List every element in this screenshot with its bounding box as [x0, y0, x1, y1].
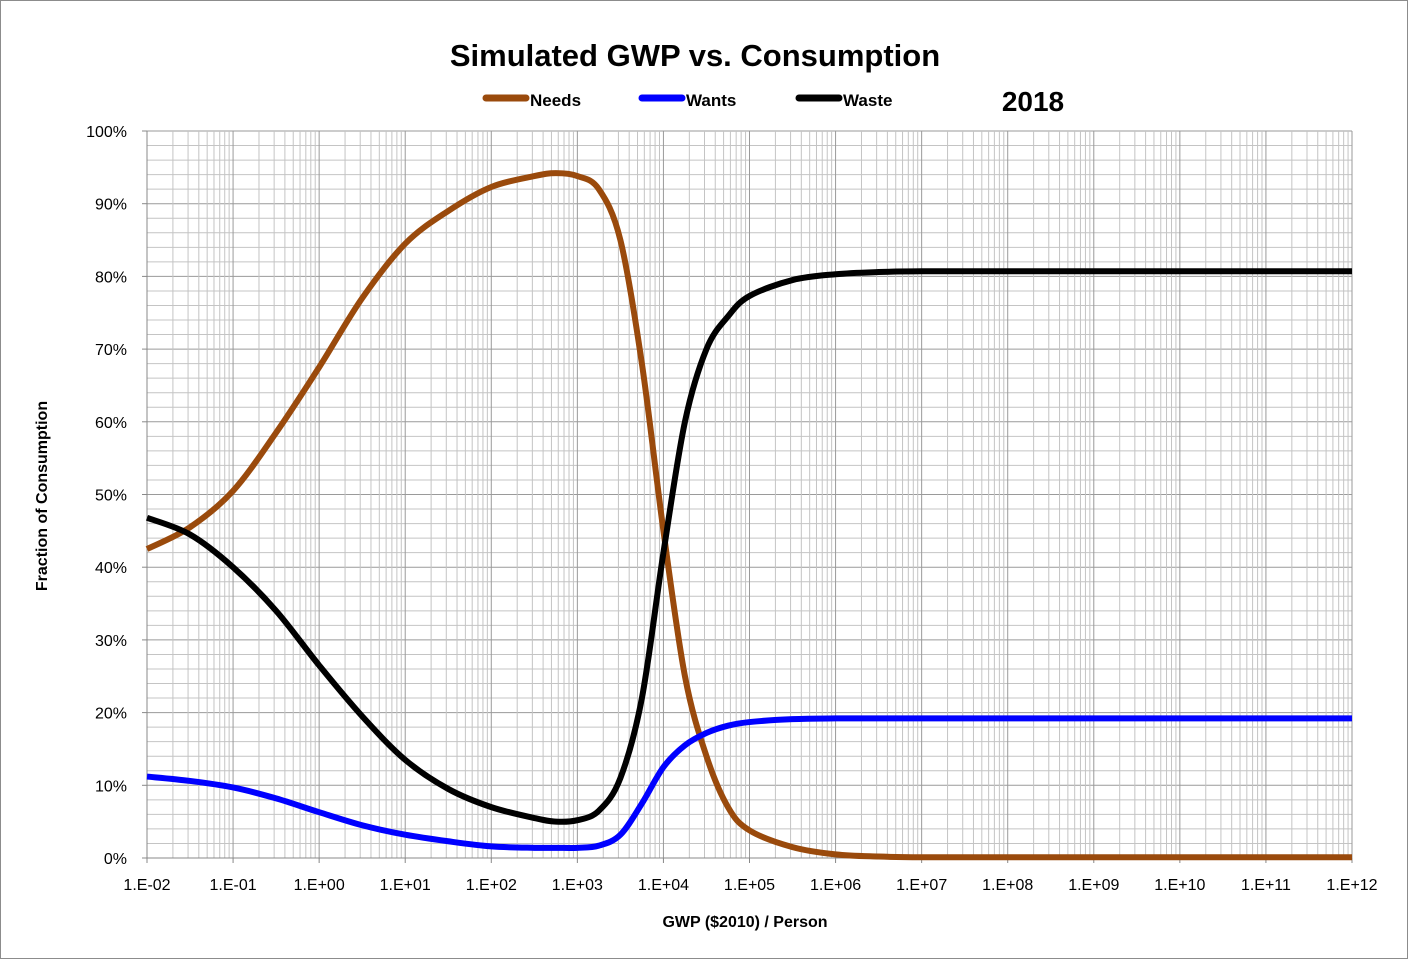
- x-tick-label: 1.E+01: [380, 877, 431, 894]
- x-tick-label: 1.E+05: [724, 877, 775, 894]
- x-tick-label: 1.E+09: [1068, 877, 1119, 894]
- y-tick-label: 90%: [95, 197, 127, 214]
- legend-label-needs: Needs: [530, 91, 581, 110]
- y-tick-label: 50%: [95, 488, 127, 505]
- x-tick-label: 1.E+06: [810, 877, 861, 894]
- x-tick-label: 1.E+12: [1326, 877, 1377, 894]
- series-line-waste: [145, 268, 1352, 825]
- x-tick-label: 1.E+00: [294, 877, 345, 894]
- x-tick-label: 1.E+02: [466, 877, 517, 894]
- legend-label-waste: Waste: [843, 91, 892, 110]
- year-annotation: 2018: [1002, 86, 1064, 117]
- x-tick-label: 1.E-02: [123, 877, 170, 894]
- y-tick-label: 20%: [95, 706, 127, 723]
- x-tick-label: 1.E+04: [638, 877, 689, 894]
- axes: 0% 10% 20% 30% 40% 50% 60% 70% 80% 90% 100% 1.E-02 1…: [86, 124, 1378, 894]
- chart-title: Simulated GWP vs. Consumption: [450, 38, 940, 73]
- x-tick-label: 1.E+10: [1154, 877, 1205, 894]
- series-line-wants: [146, 715, 1352, 851]
- x-tick-label: 1.E-01: [210, 877, 257, 894]
- y-tick-label: 0%: [104, 851, 127, 868]
- x-tick-label: 1.E+08: [982, 877, 1033, 894]
- y-tick-label: 100%: [86, 124, 127, 141]
- x-tick-label: 1.E+07: [896, 877, 947, 894]
- legend: Needs Wants Waste: [482, 91, 892, 110]
- x-axis-label: GWP ($2010) / Person: [662, 914, 827, 931]
- y-tick-label: 80%: [95, 269, 127, 286]
- x-tick-label: 1.E+03: [552, 877, 603, 894]
- series-lines: [145, 170, 1352, 861]
- y-axis-label: Fraction of Consumption: [34, 401, 51, 591]
- legend-label-wants: Wants: [686, 91, 736, 110]
- y-tick-label: 40%: [95, 560, 127, 577]
- grid: [146, 130, 1353, 859]
- y-tick-label: 60%: [95, 415, 127, 432]
- y-tick-label: 70%: [95, 342, 127, 359]
- series-line-needs: [145, 170, 1352, 861]
- x-tick-label: 1.E+11: [1241, 877, 1291, 894]
- y-tick-label: 30%: [95, 633, 127, 650]
- y-tick-label: 10%: [95, 778, 127, 795]
